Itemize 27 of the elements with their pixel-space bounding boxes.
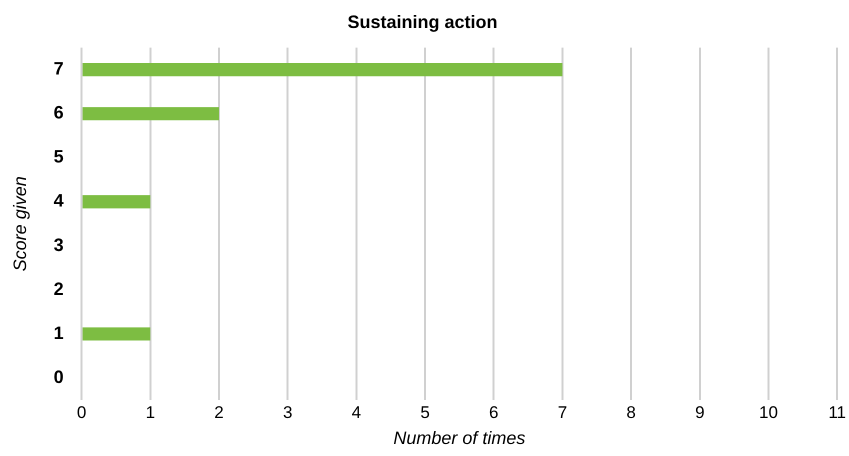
- x-tick-label: 2: [214, 402, 224, 422]
- x-tick-label: 7: [558, 402, 568, 422]
- bar: [82, 63, 562, 76]
- y-tick-label: 5: [54, 146, 64, 167]
- x-tick-label: 11: [828, 402, 846, 422]
- y-tick-label: 0: [54, 366, 64, 387]
- y-tick-label: 4: [54, 190, 64, 211]
- y-tick-label: 1: [54, 322, 64, 343]
- y-tick-label: 6: [54, 102, 64, 123]
- x-tick-label: 3: [282, 402, 292, 422]
- x-tick-label: 1: [146, 402, 156, 422]
- bar: [82, 107, 219, 120]
- y-axis-title: Score given: [10, 176, 30, 272]
- y-tick-label: 3: [54, 234, 64, 255]
- bar: [82, 195, 150, 208]
- x-tick-label: 8: [626, 402, 636, 422]
- bar: [82, 327, 150, 341]
- x-tick-label: 5: [420, 402, 430, 422]
- x-tick-label: 0: [76, 402, 86, 422]
- x-tick-label: 4: [352, 402, 362, 422]
- x-tick-label: 9: [695, 402, 705, 422]
- chart-title: Sustaining action: [347, 12, 498, 32]
- y-tick-label: 7: [54, 58, 64, 79]
- x-axis-title: Number of times: [393, 428, 526, 448]
- y-tick-label: 2: [54, 278, 64, 299]
- x-tick-label: 10: [759, 402, 778, 422]
- x-tick-label: 6: [489, 402, 498, 422]
